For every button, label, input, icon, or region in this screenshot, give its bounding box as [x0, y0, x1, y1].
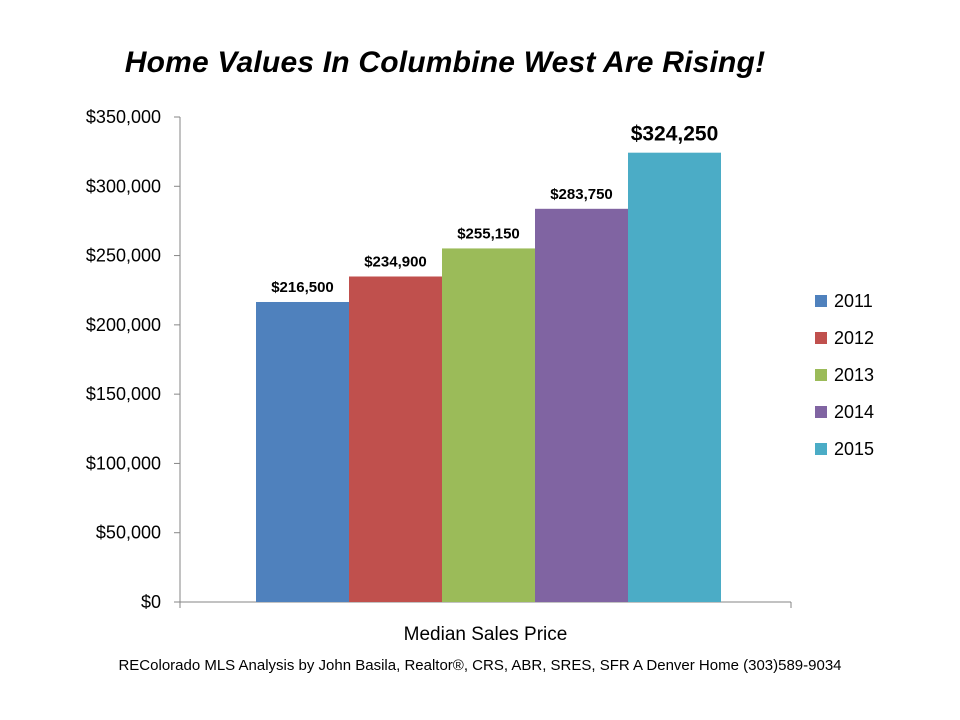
bar-2015 — [628, 152, 721, 603]
chart-legend: 2011 2012 2013 2014 2015 — [815, 291, 874, 459]
legend-swatch-2011 — [815, 295, 827, 307]
y-tick-label: $200,000 — [86, 315, 161, 335]
y-tick-label: $150,000 — [86, 384, 161, 404]
y-tick-label: $350,000 — [86, 107, 161, 127]
bar-value-label-2015: $324,250 — [631, 123, 719, 146]
chart-title: Home Values In Columbine West Are Rising… — [124, 46, 766, 79]
bar-value-label-2013: $255,150 — [457, 225, 520, 242]
chart-axes: $0 $50,000 $100,000 $150,000 $200,000 $250,00… — [86, 107, 792, 645]
legend-swatch-2013 — [815, 369, 827, 381]
legend-label-2011: 2011 — [834, 291, 873, 311]
legend-swatch-2012 — [815, 332, 827, 344]
bar-value-label-2014: $283,750 — [550, 186, 613, 203]
legend-label-2014: 2014 — [834, 402, 874, 422]
bar-2014 — [535, 208, 628, 602]
legend-swatch-2015 — [815, 443, 827, 455]
legend-swatch-2014 — [815, 406, 827, 418]
legend-label-2015: 2015 — [834, 439, 874, 459]
y-tick-label: $50,000 — [96, 523, 161, 543]
footer-credit: REColorado MLS Analysis by John Basila, … — [118, 657, 842, 674]
y-tick-label: $300,000 — [86, 176, 161, 196]
bar-2013 — [442, 248, 535, 602]
bar-2012 — [349, 276, 442, 602]
legend-label-2013: 2013 — [834, 365, 874, 385]
legend-label-2012: 2012 — [834, 328, 874, 348]
y-tick-label: $100,000 — [86, 453, 161, 473]
bar-value-label-2012: $234,900 — [364, 253, 427, 270]
y-tick-label: $0 — [141, 592, 161, 612]
bar-2011 — [256, 301, 349, 602]
y-tick-label: $250,000 — [86, 246, 161, 266]
chart-bars: $216,500 $234,900 $255,150 $283,750 $324,250 — [256, 123, 721, 603]
x-category-label: Median Sales Price — [404, 624, 568, 645]
bar-value-label-2011: $216,500 — [271, 279, 334, 296]
